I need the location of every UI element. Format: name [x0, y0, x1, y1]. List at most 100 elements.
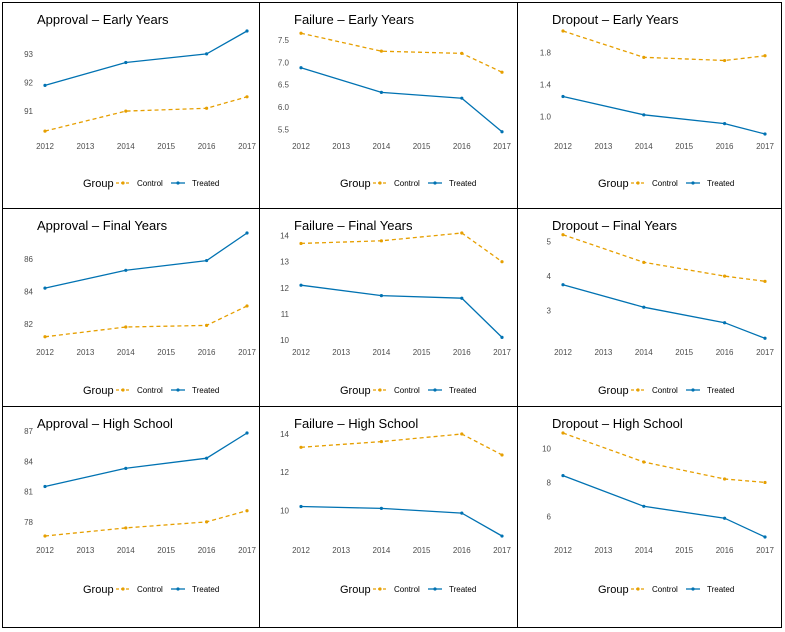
x-tick-label: 2013 — [332, 348, 350, 357]
legend-label-treated: Treated — [192, 179, 219, 188]
data-point-treated — [723, 122, 727, 126]
legend-label-control: Control — [394, 585, 420, 594]
data-point-treated — [460, 296, 464, 300]
data-point-control — [299, 445, 303, 449]
series-line-treated — [300, 67, 503, 133]
y-tick-label: 81 — [24, 488, 33, 497]
legend-label-treated: Treated — [707, 179, 734, 188]
data-point-control — [561, 29, 565, 33]
data-point-control — [43, 129, 47, 133]
x-tick-label: 2012 — [554, 348, 572, 357]
legend-label-control: Control — [137, 179, 163, 188]
y-tick-label: 10 — [542, 444, 551, 453]
x-tick-label: 2012 — [554, 546, 572, 555]
series-line-treated — [562, 474, 766, 538]
legend-title: Group — [340, 385, 371, 397]
legend-key-point-control — [121, 587, 125, 591]
legend-key-point-treated — [176, 388, 180, 392]
data-point-treated — [561, 94, 565, 99]
data-point-treated — [205, 456, 209, 460]
chart-title: Approval – Final Years — [37, 218, 168, 233]
legend-key-point-control — [636, 388, 640, 392]
legend-key-point-treated — [433, 587, 437, 591]
legend-label-treated: Treated — [707, 386, 734, 395]
chart-failure-final: Failure – Final Years 10 11 12 13 14 2012 2013 2… — [280, 218, 511, 397]
y-tick-label: 1.8 — [540, 49, 552, 58]
data-point-treated — [763, 336, 767, 340]
chart-title: Approval – Early Years — [37, 12, 169, 27]
series-line-treated — [300, 505, 503, 537]
data-point-treated — [245, 431, 249, 435]
y-tick-label: 14 — [280, 430, 289, 439]
data-point-control — [124, 325, 128, 329]
x-tick-label: 2015 — [157, 546, 175, 555]
legend-label-treated: Treated — [192, 585, 219, 594]
x-tick-label: 2012 — [292, 142, 310, 151]
series-line-treated — [300, 284, 503, 338]
chart-title: Failure – Early Years — [294, 12, 414, 27]
x-tick-label: 2014 — [117, 142, 135, 151]
data-point-treated — [299, 504, 303, 509]
x-tick-label: 2017 — [238, 142, 256, 151]
data-point-treated — [561, 283, 565, 287]
data-point-treated — [561, 474, 565, 478]
data-point-control — [500, 453, 504, 457]
legend-label-control: Control — [652, 179, 678, 188]
y-tick-label: 6 — [547, 513, 552, 522]
y-tick-label: 6.5 — [278, 81, 290, 90]
y-tick-label: 8 — [547, 478, 552, 487]
series-line-treated — [44, 432, 248, 488]
y-tick-label: 6.0 — [278, 103, 290, 112]
x-tick-label: 2015 — [413, 546, 431, 555]
data-point-control — [561, 233, 565, 237]
legend-key-point-treated — [691, 587, 695, 591]
data-point-control — [763, 279, 767, 283]
legend-title: Group — [598, 178, 629, 190]
x-tick-label: 2015 — [675, 142, 693, 151]
series-line-control — [300, 433, 503, 456]
data-point-treated — [642, 504, 646, 508]
data-point-treated — [460, 96, 464, 100]
legend-key-point-treated — [433, 181, 437, 185]
data-point-control — [379, 439, 383, 444]
x-tick-label: 2017 — [238, 546, 256, 555]
chart-dropout-early: Dropout – Early Years 1.0 1.4 1.8 2012 2013 20… — [540, 12, 775, 190]
data-point-control — [642, 55, 646, 59]
x-tick-label: 2016 — [716, 348, 734, 357]
y-tick-label: 84 — [24, 457, 33, 466]
data-point-control — [500, 260, 504, 264]
x-tick-label: 2016 — [716, 142, 734, 151]
chart-title: Dropout – Early Years — [552, 12, 679, 27]
x-tick-label: 2017 — [493, 546, 511, 555]
legend-key-point-treated — [691, 388, 695, 392]
data-point-treated — [43, 484, 47, 489]
data-point-control — [723, 477, 727, 481]
data-point-treated — [379, 294, 383, 298]
chart-title: Dropout – Final Years — [552, 218, 678, 233]
x-tick-label: 2013 — [77, 142, 95, 151]
chart-approval-highschool: Approval – High School 78 81 84 87 2012 2013 20… — [24, 416, 256, 596]
x-tick-label: 2013 — [595, 546, 613, 555]
x-tick-label: 2017 — [238, 348, 256, 357]
data-point-control — [763, 54, 767, 58]
x-tick-label: 2012 — [36, 348, 54, 357]
x-tick-label: 2012 — [554, 142, 572, 151]
data-point-control — [205, 520, 209, 524]
legend-label-treated: Treated — [192, 386, 219, 395]
legend-key-point-treated — [176, 181, 180, 185]
legend-label-treated: Treated — [449, 386, 476, 395]
data-point-treated — [245, 29, 249, 33]
data-point-control — [43, 534, 47, 538]
series-line-control — [562, 234, 766, 282]
panel-dropout-highschool: Dropout – High School 6 8 10 2012 2013 2014 201… — [518, 407, 781, 627]
x-tick-label: 2014 — [635, 348, 653, 357]
y-tick-label: 14 — [280, 232, 289, 241]
data-point-treated — [460, 511, 464, 515]
y-tick-label: 4 — [547, 272, 552, 281]
data-point-treated — [500, 130, 504, 134]
x-tick-label: 2014 — [117, 546, 135, 555]
y-tick-label: 1.4 — [540, 80, 552, 89]
y-tick-label: 92 — [24, 79, 33, 88]
series-line-treated — [44, 232, 248, 289]
data-point-control — [43, 335, 47, 339]
